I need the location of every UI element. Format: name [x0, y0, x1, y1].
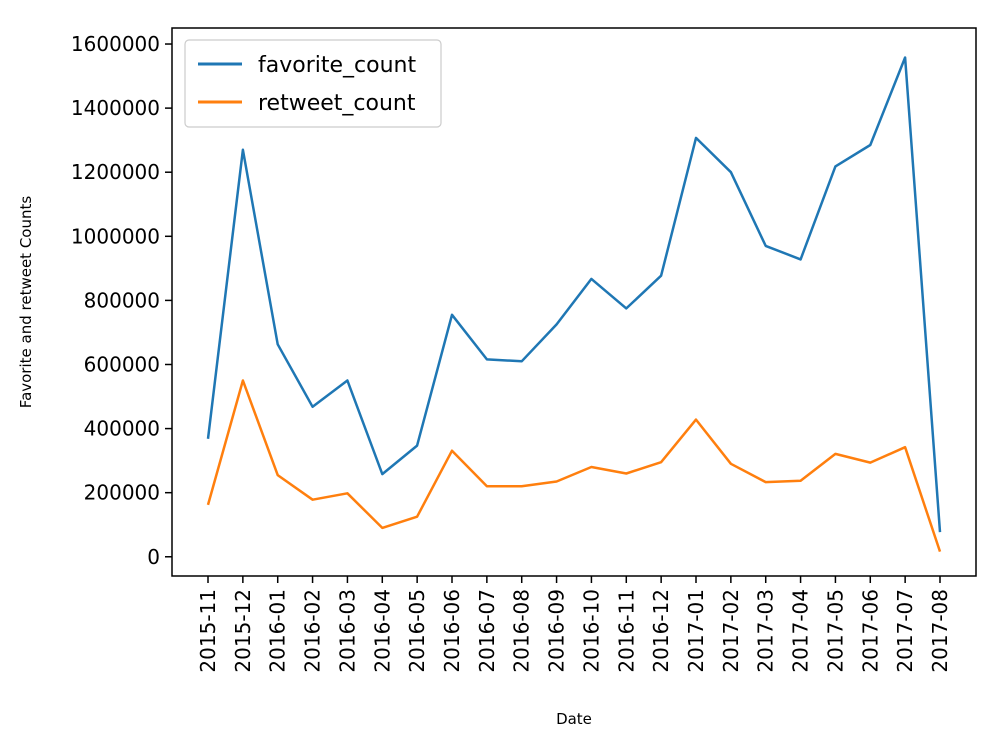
x-tick-label: 2016-01: [266, 589, 290, 673]
x-tick-label: 2017-01: [684, 589, 708, 673]
x-tick-label: 2016-02: [301, 589, 325, 673]
x-tick-label: 2017-02: [719, 589, 743, 673]
y-tick-label: 400000: [84, 417, 160, 441]
plot-frame: [171, 27, 977, 577]
y-tick-label: 200000: [84, 481, 160, 505]
x-tick-label: 2017-08: [928, 589, 952, 673]
x-tick-label: 2016-12: [649, 589, 673, 673]
x-tick-label: 2016-04: [370, 589, 394, 673]
legend: favorite_count retweet_count: [184, 39, 442, 128]
x-tick-label: 2016-09: [545, 589, 569, 673]
legend-box: [184, 39, 442, 128]
y-axis-title: Favorite and retweet Counts: [17, 196, 35, 409]
x-axis-title: Date: [556, 710, 592, 728]
x-tick-label: 2016-10: [579, 589, 603, 673]
y-tick-label: 600000: [84, 352, 160, 376]
series-line-favorite-count: [206, 56, 942, 533]
x-tick-label: 2016-07: [475, 589, 499, 673]
series-line-retweet-count: [206, 379, 942, 552]
x-tick-label: 2017-07: [893, 589, 917, 673]
x-tick-label: 2017-06: [858, 589, 882, 673]
x-tick-label: 2015-12: [231, 589, 255, 673]
legend-label: favorite_count: [258, 53, 416, 78]
y-tick-label: 800000: [84, 288, 160, 312]
y-tick-label: 1400000: [71, 96, 160, 120]
x-tick-label: 2015-11: [196, 589, 220, 673]
x-tick-label: 2017-05: [823, 589, 847, 673]
y-tick-label: 0: [147, 545, 160, 569]
y-tick-label: 1600000: [71, 32, 160, 56]
y-tick-label: 1200000: [71, 160, 160, 184]
x-tick-label: 2016-03: [335, 589, 359, 673]
x-tick-label: 2016-08: [510, 589, 534, 673]
x-tick-label: 2016-05: [405, 589, 429, 673]
x-tick-label: 2017-04: [789, 589, 813, 673]
legend-label: retweet_count: [258, 91, 416, 116]
x-axis: 2015-11 2015-12 2016-01 2016-02 2016-03 2016-…: [196, 576, 952, 673]
x-tick-label: 2016-11: [614, 589, 638, 673]
x-tick-label: 2016-06: [440, 589, 464, 673]
series-layer: [206, 56, 942, 552]
y-tick-label: 1000000: [71, 224, 160, 248]
x-tick-label: 2017-03: [754, 589, 778, 673]
y-axis: 0 200000 400000 600000 800000 1000000 1200000 1…: [71, 32, 172, 569]
